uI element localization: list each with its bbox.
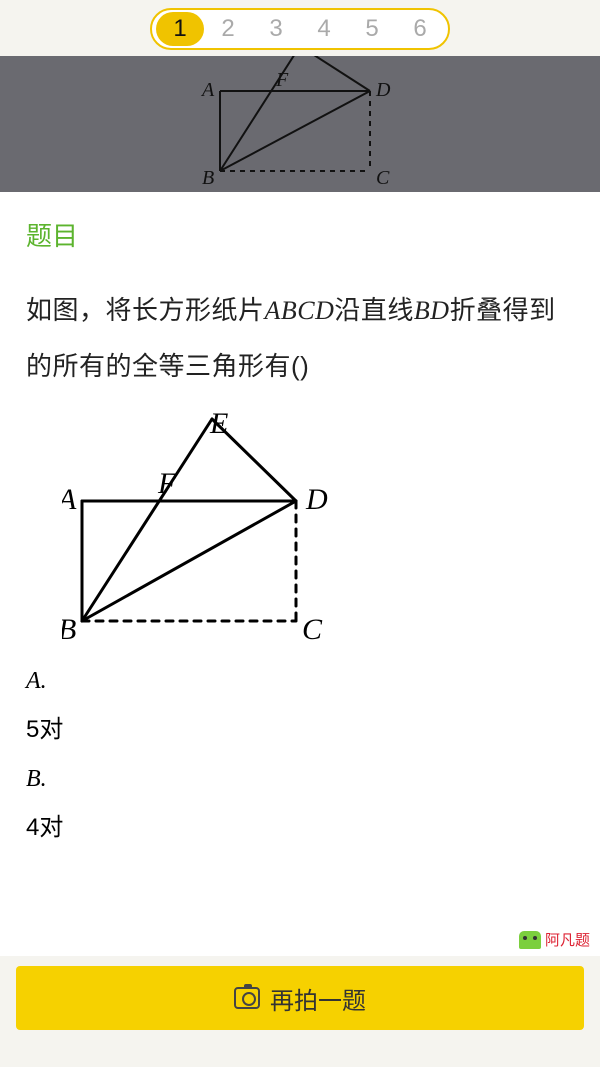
- photo-label-b: B: [202, 167, 214, 189]
- photo-label-d: D: [375, 79, 391, 101]
- qtext-math2: BD: [414, 296, 450, 325]
- section-heading: 题目: [26, 216, 574, 253]
- option-b-text: 4对: [26, 807, 574, 842]
- camera-icon: [234, 987, 260, 1009]
- tab-3[interactable]: 3: [252, 12, 300, 46]
- captured-photo: A B C D F: [0, 56, 600, 192]
- tab-6[interactable]: 6: [396, 12, 444, 46]
- qtext-math1: ABCD: [265, 296, 335, 325]
- tab-2[interactable]: 2: [204, 12, 252, 46]
- diagram-label-d: D: [305, 483, 328, 516]
- diagram-label-b: B: [62, 613, 76, 641]
- diagram-label-a: A: [62, 483, 77, 516]
- brand-icon: [519, 931, 541, 949]
- diagram-label-c: C: [302, 613, 323, 641]
- answer-options: A. 5对 B. 4对: [26, 668, 574, 842]
- photo-label-c: C: [376, 167, 390, 189]
- tab-4[interactable]: 4: [300, 12, 348, 46]
- brand-text: 阿凡题: [545, 929, 590, 950]
- bottom-bar: 再拍一题: [0, 956, 600, 1044]
- diagram-label-e: E: [209, 411, 228, 440]
- photo-label-a: A: [200, 79, 215, 101]
- question-panel: 题目 如图，将长方形纸片ABCD沿直线BD折叠得到的所有的全等三角形有() A …: [0, 192, 600, 956]
- tab-pill: 1 2 3 4 5 6: [150, 8, 450, 50]
- question-tab-bar: 1 2 3 4 5 6: [0, 0, 600, 56]
- tab-1[interactable]: 1: [156, 12, 204, 46]
- question-text: 如图，将长方形纸片ABCD沿直线BD折叠得到的所有的全等三角形有(): [26, 283, 574, 393]
- qtext-2: 沿直线: [334, 295, 414, 325]
- qtext-1: 如图，将长方形纸片: [26, 295, 265, 325]
- option-b-label[interactable]: B.: [26, 766, 574, 793]
- tab-5[interactable]: 5: [348, 12, 396, 46]
- photo-label-f: F: [275, 69, 289, 91]
- question-diagram: A B C D E F: [62, 411, 574, 646]
- photo-diagram: A B C D F: [190, 56, 410, 192]
- retake-button[interactable]: 再拍一题: [16, 966, 584, 1030]
- brand-badge: 阿凡题: [519, 929, 590, 950]
- option-a-label[interactable]: A.: [26, 668, 574, 695]
- diagram-label-f: F: [157, 467, 177, 500]
- option-a-text: 5对: [26, 709, 574, 744]
- retake-button-label: 再拍一题: [270, 981, 366, 1016]
